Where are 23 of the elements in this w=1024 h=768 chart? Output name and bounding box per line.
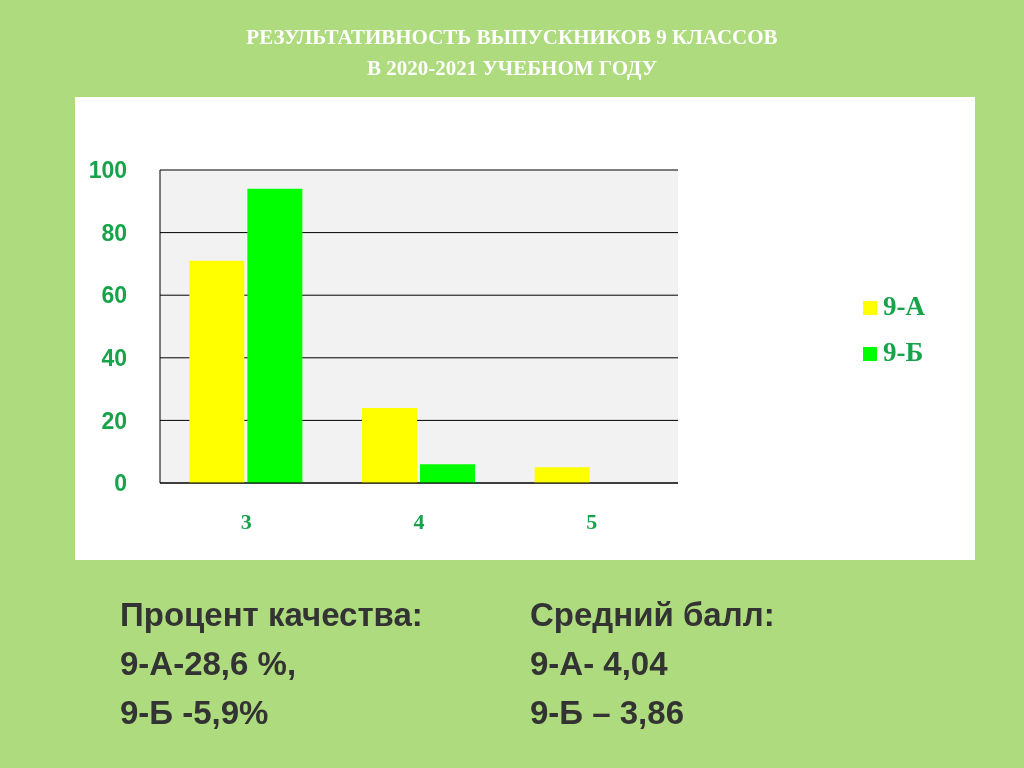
text: Средний балл: — [530, 595, 776, 635]
y-tick-label: 80 — [101, 219, 127, 246]
x-tick-label: 4 — [413, 508, 425, 534]
x-tick-label: 5 — [586, 508, 598, 534]
text: 9-Б -5,9% — [120, 693, 270, 733]
y-tick-label: 20 — [101, 407, 127, 434]
text: 9-Б – 3,86 — [530, 693, 685, 733]
y-tick-label: 40 — [101, 344, 127, 371]
bar — [534, 467, 590, 483]
text: 9-А-28,6 %, — [120, 644, 298, 684]
bar — [362, 407, 418, 483]
x-tick-label: 3 — [240, 508, 252, 534]
y-tick-label: 100 — [88, 157, 127, 184]
bar — [189, 260, 245, 483]
legend-label: 9-Б — [883, 336, 924, 367]
text: Процент качества: — [120, 595, 424, 635]
legend-label: 9-А — [883, 290, 925, 321]
bar — [247, 188, 303, 483]
bar — [420, 464, 476, 483]
chart-title: РЕЗУЛЬТАТИВНОСТЬ ВЫПУСКНИКОВ 9 КЛАССОВ В 2020-2021 УЧЕБНОМ ГОДУ — [245, 24, 779, 82]
y-tick-label: 60 — [101, 282, 127, 309]
text: 9-А- 4,04 — [530, 644, 669, 684]
y-tick-label: 0 — [114, 470, 127, 497]
